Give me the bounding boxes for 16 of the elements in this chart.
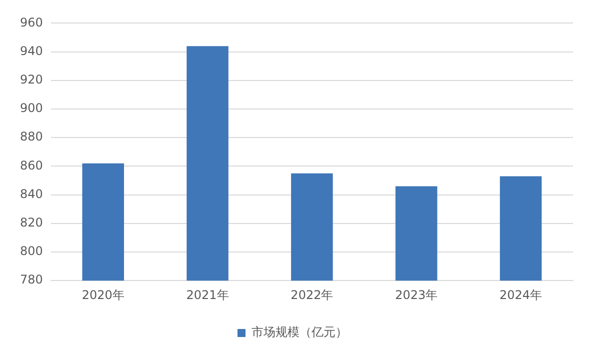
- x-tick-label: 2021年: [186, 288, 229, 302]
- y-tick-label: 780: [20, 272, 43, 287]
- y-tick-label: 840: [20, 186, 43, 201]
- x-tick-label: 2020年: [82, 288, 124, 302]
- y-tick-label: 900: [20, 101, 43, 116]
- x-tick-label: 2022年: [290, 288, 334, 302]
- x-tick-label: 2024年: [500, 288, 542, 302]
- y-tick-label: 960: [20, 15, 43, 30]
- y-tick-label: 820: [20, 216, 43, 230]
- y-tick-label: 860: [20, 158, 43, 172]
- y-tick-label: 920: [20, 72, 43, 87]
- y-tick-label: 940: [20, 44, 43, 58]
- legend-label: 市场规模（亿元）: [252, 325, 348, 340]
- y-tick-label: 880: [20, 130, 43, 144]
- y-tick-label: 800: [20, 244, 43, 258]
- x-tick-label: 2023年: [395, 288, 438, 302]
